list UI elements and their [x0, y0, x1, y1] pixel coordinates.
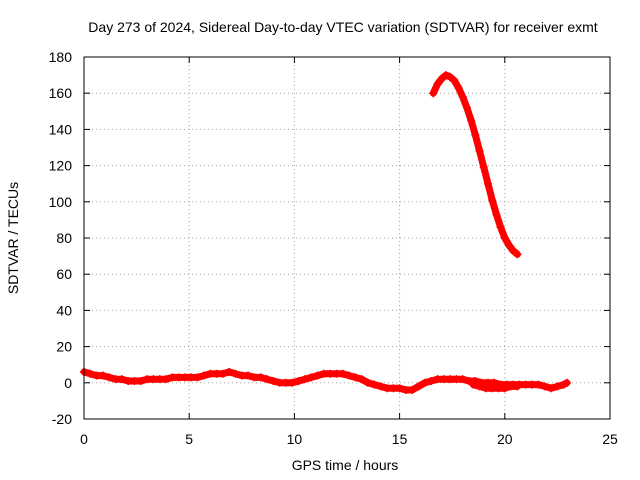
data-point [429, 89, 438, 98]
data-point [218, 369, 227, 378]
data-point [105, 373, 114, 382]
y-tick-label: 140 [49, 121, 73, 137]
x-tick-label: 0 [80, 431, 88, 447]
x-axis-title: GPS time / hours [292, 457, 399, 473]
data-point [547, 384, 556, 393]
data-point [263, 375, 272, 384]
x-tick-label: 20 [497, 431, 513, 447]
axis-ticks: 0 5 10 15 20 25 -20 0 20 40 60 80 100 120 140 160 180 [49, 49, 618, 447]
data-point [98, 371, 107, 380]
data-point [462, 103, 471, 112]
data-point [553, 382, 562, 391]
x-tick-label: 5 [185, 431, 193, 447]
y-tick-label: 60 [56, 266, 72, 282]
x-tick-label: 25 [602, 431, 618, 447]
y-tick-label: 40 [56, 302, 72, 318]
data-point [492, 210, 501, 219]
data-point [513, 382, 522, 391]
x-tick-label: 15 [392, 431, 408, 447]
data-point [193, 373, 202, 382]
data-point [345, 371, 354, 380]
data-point [469, 380, 478, 389]
chart-title: Day 273 of 2024, Sidereal Day-to-day VTE… [88, 19, 597, 35]
data-point [513, 250, 522, 259]
data-point [338, 369, 347, 378]
data-point [441, 71, 450, 80]
data-point [562, 378, 571, 387]
data-point [505, 241, 514, 250]
data-point [370, 380, 379, 389]
data-point [496, 223, 505, 232]
data-point [475, 382, 484, 391]
y-tick-label: 180 [49, 49, 73, 65]
data-point [307, 373, 316, 382]
data-point [300, 375, 309, 384]
data-point [509, 246, 518, 255]
data-point [225, 367, 234, 376]
data-point [500, 384, 509, 393]
data-point [540, 382, 549, 391]
y-tick-label: 100 [49, 194, 73, 210]
data-point [475, 147, 484, 156]
y-tick-label: 0 [64, 375, 72, 391]
data-point [288, 378, 297, 387]
data-point [420, 378, 429, 387]
y-tick-label: 20 [56, 339, 72, 355]
data-point [231, 369, 240, 378]
data-point [136, 376, 145, 385]
data-point [351, 373, 360, 382]
data-point [86, 369, 95, 378]
data-point [162, 375, 171, 384]
data-point [483, 179, 492, 188]
data-point [454, 83, 463, 92]
data-series [80, 71, 571, 395]
data-point [357, 375, 366, 384]
data-point [488, 195, 497, 204]
data-point [437, 74, 446, 83]
data-point [479, 163, 488, 172]
data-point [199, 371, 208, 380]
y-tick-label: 80 [56, 230, 72, 246]
data-point [376, 382, 385, 391]
data-point [450, 76, 459, 85]
data-point [458, 92, 467, 101]
data-point [458, 375, 467, 384]
data-point [500, 234, 509, 242]
data-point [364, 378, 373, 387]
data-point [269, 376, 278, 385]
plot-frame [83, 56, 611, 420]
grid-lines [84, 57, 610, 419]
y-axis-title: SDTVAR / TECUs [5, 182, 21, 294]
data-point [534, 380, 543, 389]
y-tick-label: -20 [52, 411, 72, 427]
data-point [408, 386, 417, 395]
data-point [471, 130, 480, 139]
data-point [117, 375, 126, 384]
data-point [313, 371, 322, 380]
y-tick-label: 120 [49, 158, 73, 174]
data-point [256, 373, 265, 382]
data-point [395, 384, 404, 393]
data-point [414, 382, 423, 391]
data-point [244, 371, 253, 380]
data-point [427, 376, 436, 385]
data-point [294, 376, 303, 385]
y-tick-label: 160 [49, 85, 73, 101]
data-point [433, 80, 442, 89]
x-tick-label: 10 [287, 431, 303, 447]
data-point [446, 72, 455, 81]
data-point [467, 116, 476, 125]
